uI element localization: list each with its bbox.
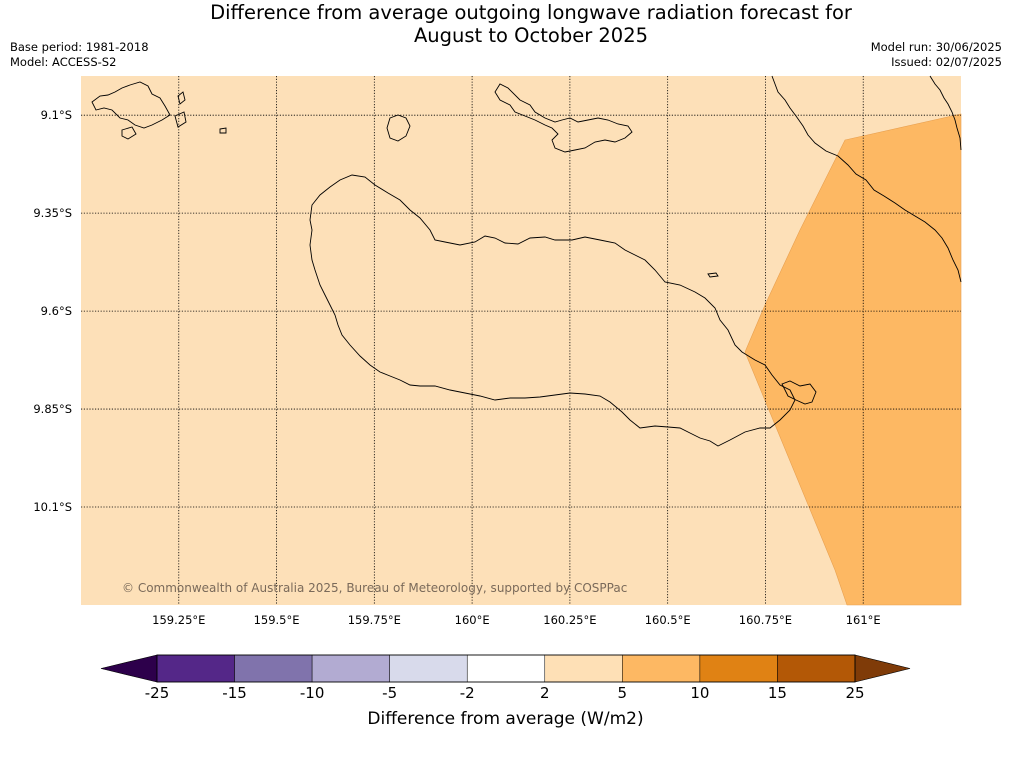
title-line-2: August to October 2025: [413, 24, 649, 47]
colorbar: [100, 654, 911, 683]
colorbar-segment: [311, 654, 390, 683]
guadalcanal-coastline: [309, 174, 796, 447]
colorbar-segment: [234, 654, 313, 683]
florida-islands-coastline: [494, 83, 633, 153]
lon-tick-label: 159.5°E: [254, 613, 300, 627]
colorbar-segment: [156, 654, 235, 683]
russell-islands-coastline: [91, 81, 171, 129]
islet-1: [707, 272, 719, 278]
lat-tick-label: 9.1°S: [41, 108, 72, 122]
colorbar-tick-label: 10: [690, 684, 710, 702]
colorbar-title: Difference from average (W/m2): [367, 709, 644, 729]
colorbar-segment: [777, 654, 856, 683]
colorbar-segment: [544, 654, 623, 683]
coastlines: [91, 75, 962, 447]
malaita-coastline: [771, 75, 962, 283]
colorbar-tick-label: -25: [144, 684, 170, 702]
colorbar-tick-label: -10: [299, 684, 325, 702]
islet-2: [121, 126, 137, 140]
latitude-labels: 9.1°S 9.35°S 9.6°S 9.85°S 10.1°S: [33, 108, 72, 514]
lat-tick-label: 10.1°S: [33, 500, 72, 514]
colorbar-segment: [389, 654, 468, 683]
lon-tick-label: 159.75°E: [348, 613, 401, 627]
longitude-labels: 159.25°E 159.5°E 159.75°E 160°E 160.25°E…: [152, 613, 881, 627]
issued-date: Issued: 02/07/2025: [891, 55, 1002, 69]
colorbar-frame: [156, 654, 856, 683]
colorbar-tick-label: -2: [459, 684, 475, 702]
colorbar-tick-label: 2: [539, 684, 550, 702]
colorbar-segment: [466, 654, 546, 683]
lon-tick-label: 161°E: [846, 613, 881, 627]
lat-tick-label: 9.85°S: [33, 402, 72, 416]
marau-coastline: [781, 380, 817, 405]
colorbar-segment: [622, 654, 701, 683]
colorbar-tick-label: -15: [222, 684, 247, 702]
copyright-text: © Commonwealth of Australia 2025, Bureau…: [122, 581, 627, 595]
colorbar-tick-label: 5: [617, 684, 628, 702]
lon-tick-label: 159.25°E: [152, 613, 205, 627]
lon-tick-label: 160.75°E: [739, 613, 792, 627]
model-run: Model run: 30/06/2025: [870, 40, 1002, 54]
colorbar-min-extension: [100, 654, 158, 683]
colorbar-segment: [699, 654, 778, 683]
meta-right: Model run: 30/06/2025 Issued: 02/07/2025: [871, 40, 1002, 70]
east-coastline: [929, 75, 962, 151]
colorbar-tick-label: 25: [845, 684, 865, 702]
lat-tick-label: 9.35°S: [33, 206, 72, 220]
islet-4: [219, 127, 227, 134]
islet-5: [177, 91, 186, 105]
lon-tick-label: 160.5°E: [645, 613, 691, 627]
chart-title: Difference from average outgoing longwav…: [0, 1, 1011, 47]
anomaly-zone: [744, 113, 962, 606]
colorbar-max-extension: [854, 654, 911, 683]
lat-tick-label: 9.6°S: [41, 304, 72, 318]
meta-left: Base period: 1981-2018 Model: ACCESS-S2: [10, 40, 149, 70]
title-line-1: Difference from average outgoing longwav…: [210, 1, 852, 24]
base-period: Base period: 1981-2018: [10, 40, 149, 54]
model-name: Model: ACCESS-S2: [10, 55, 117, 69]
gridlines: [81, 76, 961, 605]
lon-tick-label: 160°E: [455, 613, 490, 627]
islet-3: [174, 111, 187, 128]
colorbar-tick-label: -5: [382, 684, 398, 702]
lon-tick-label: 160.25°E: [543, 613, 596, 627]
savo-coastline: [386, 114, 411, 142]
colorbar-tick-label: 15: [767, 684, 787, 702]
